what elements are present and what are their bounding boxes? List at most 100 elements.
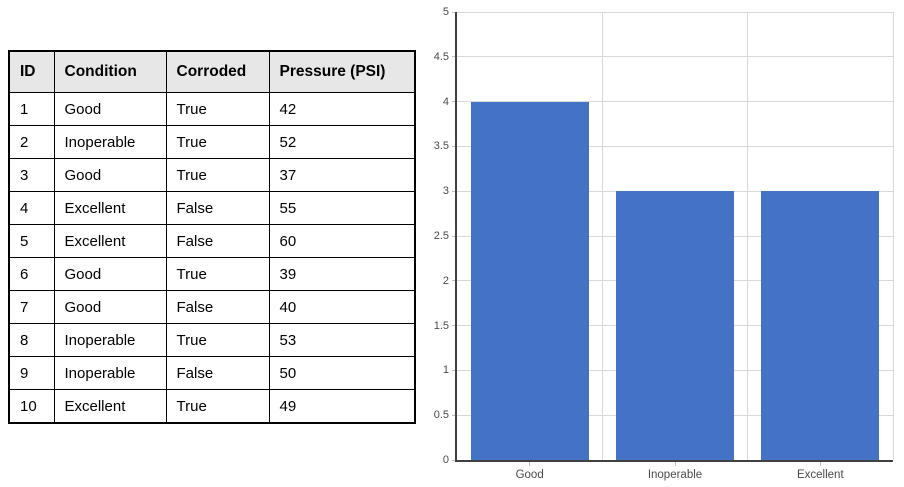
y-axis-tick	[452, 325, 457, 327]
gridline	[747, 12, 749, 460]
y-axis-tick-label: 1	[442, 364, 449, 377]
y-axis-tick	[452, 11, 457, 13]
table-cell: 60	[268, 224, 416, 258]
table-row: 1 Good True 42	[8, 92, 416, 126]
column-header-condition: Condition	[53, 50, 167, 93]
table-cell: Inoperable	[53, 323, 167, 357]
bar-inoperable	[616, 191, 734, 460]
table-body: 1 Good True 42 2 Inoperable True 52 3 Good True 37 4…	[8, 92, 416, 424]
x-axis-category-label: Good	[515, 469, 544, 481]
table-row: 7 Good False 40	[8, 290, 416, 324]
table-cell: True	[165, 125, 270, 159]
x-axis-line	[455, 460, 893, 462]
table-cell: 42	[268, 92, 416, 126]
table-cell: 7	[8, 290, 55, 324]
gridline	[457, 56, 893, 58]
table-cell: True	[165, 323, 270, 357]
table-cell: 55	[268, 191, 416, 225]
y-axis-tick-label: 5	[442, 6, 449, 18]
bar-chart: 0 0.5 1 1.5 2 2.5 3 3.5 4 4.5 5 Good Inoperable Excel…	[420, 0, 904, 487]
gridline	[601, 12, 603, 460]
table-cell: False	[165, 290, 270, 324]
table-row: 8 Inoperable True 53	[8, 323, 416, 357]
table-row: 6 Good True 39	[8, 257, 416, 291]
table-cell: Excellent	[53, 224, 167, 258]
table-row: 5 Excellent False 60	[8, 224, 416, 258]
table-cell: False	[165, 224, 270, 258]
table-cell: 37	[268, 158, 416, 192]
table-cell: 10	[8, 389, 55, 424]
y-axis-tick	[452, 459, 457, 461]
table-cell: 9	[8, 356, 55, 390]
table-row: 3 Good True 37	[8, 158, 416, 192]
column-header-pressure: Pressure (PSI)	[268, 50, 416, 93]
table-cell: False	[165, 191, 270, 225]
table-cell: Excellent	[53, 191, 167, 225]
x-axis-tick	[529, 462, 531, 466]
table-cell: True	[165, 92, 270, 126]
data-table: ID Condition Corroded Pressure (PSI) 1 Go…	[8, 50, 416, 424]
x-axis-tick	[674, 462, 676, 466]
table-cell: 2	[8, 125, 55, 159]
y-axis-tick	[452, 190, 457, 192]
y-axis-tick-label: 0	[442, 454, 449, 466]
table-cell: Good	[53, 257, 167, 291]
y-axis-tick	[452, 414, 457, 416]
y-axis-tick-label: 2.5	[433, 230, 449, 242]
table-container: ID Condition Corroded Pressure (PSI) 1 Go…	[8, 50, 416, 424]
y-axis-tick-label: 1.5	[433, 319, 449, 332]
table-cell: 3	[8, 158, 55, 192]
table-cell: Good	[53, 290, 167, 324]
gridline	[457, 11, 893, 13]
table-cell: Good	[53, 92, 167, 126]
table-cell: Excellent	[53, 389, 167, 424]
table-header-row: ID Condition Corroded Pressure (PSI)	[8, 50, 416, 93]
y-axis-line	[455, 12, 457, 462]
y-axis-tick	[452, 280, 457, 282]
table-cell: 4	[8, 191, 55, 225]
table-cell: 8	[8, 323, 55, 357]
table-cell: 5	[8, 224, 55, 258]
gridline	[892, 12, 894, 460]
table-cell: 52	[268, 125, 416, 159]
column-header-id: ID	[8, 50, 55, 93]
bar-excellent	[761, 191, 880, 460]
table-cell: True	[165, 158, 270, 192]
table-cell: 40	[268, 290, 416, 324]
y-axis-tick-label: 2	[442, 274, 449, 287]
table-row: 2 Inoperable True 52	[8, 125, 416, 159]
table-cell: False	[165, 356, 270, 390]
table-row: 10 Excellent True 49	[8, 389, 416, 424]
table-cell: Inoperable	[53, 356, 167, 390]
bar-good	[470, 101, 589, 460]
table-row: 4 Excellent False 55	[8, 191, 416, 225]
table-cell: True	[165, 257, 270, 291]
x-axis-category-label: Inoperable	[647, 469, 703, 481]
table-cell: True	[165, 389, 270, 424]
x-axis-category-label: Excellent	[796, 469, 844, 481]
table-cell: 6	[8, 257, 55, 291]
column-header-corroded: Corroded	[165, 50, 270, 93]
gridline	[457, 101, 893, 103]
table-cell: 1	[8, 92, 55, 126]
y-axis-tick-label: 4.5	[433, 50, 449, 63]
table-row: 9 Inoperable False 50	[8, 356, 416, 390]
table-cell: 53	[268, 323, 416, 357]
table-cell: Inoperable	[53, 125, 167, 159]
y-axis-tick	[452, 56, 457, 58]
y-axis-tick-label: 4	[442, 95, 449, 108]
y-axis-tick-label: 0.5	[433, 409, 449, 422]
x-axis-tick	[819, 462, 821, 466]
table-cell: 50	[268, 356, 416, 390]
table-cell: 39	[268, 257, 416, 291]
y-axis-tick	[452, 101, 457, 103]
table-cell: Good	[53, 158, 167, 192]
y-axis-tick	[452, 235, 457, 237]
gridline	[457, 145, 893, 147]
y-axis-tick-label: 3.5	[433, 140, 449, 153]
table-cell: 49	[268, 389, 416, 424]
y-axis-tick	[452, 145, 457, 147]
y-axis-tick	[452, 369, 457, 371]
y-axis-tick-label: 3	[442, 185, 449, 198]
